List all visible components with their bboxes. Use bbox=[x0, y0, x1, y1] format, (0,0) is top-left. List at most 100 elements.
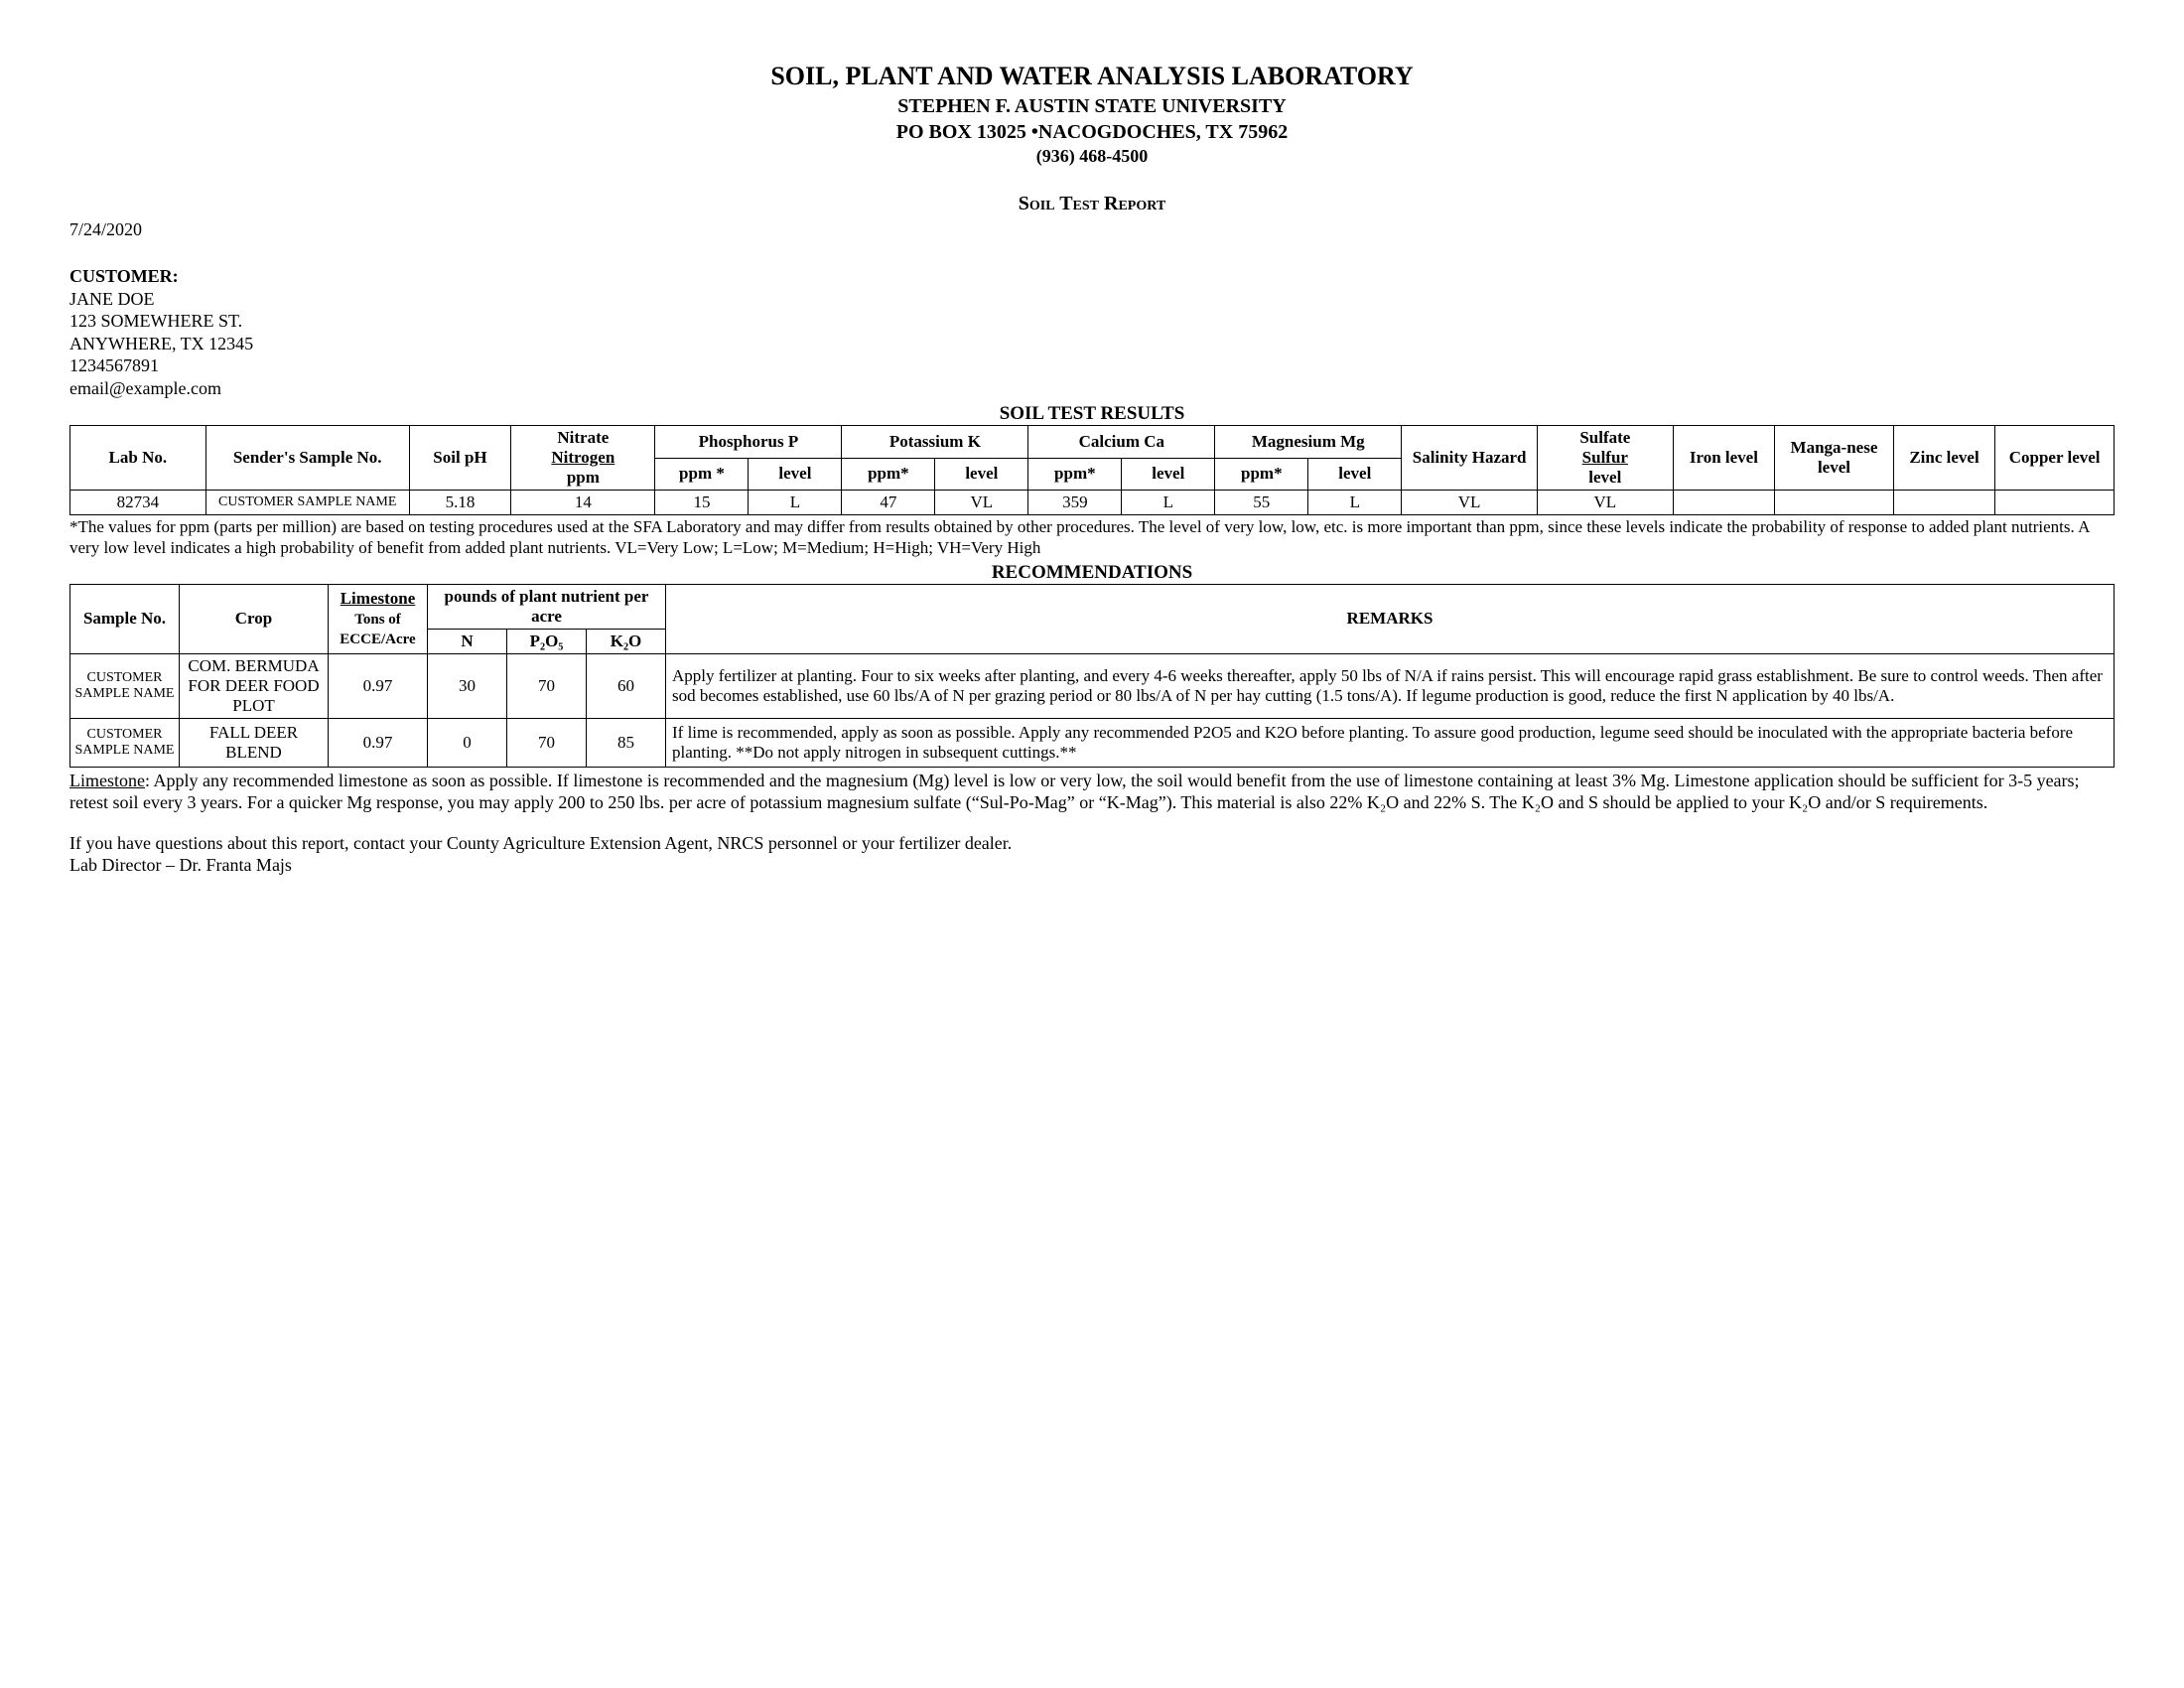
recommendations-table: Sample No. Crop Limestone Tons of ECCE/A… bbox=[69, 584, 2115, 768]
cell-soil-ph: 5.18 bbox=[409, 491, 511, 515]
col-p-ppm: ppm * bbox=[655, 458, 749, 491]
sulfate-label: Sulfate bbox=[1579, 428, 1630, 447]
results-table: Lab No. Sender's Sample No. Soil pH Nitr… bbox=[69, 425, 2115, 515]
report-date: 7/24/2020 bbox=[69, 219, 2115, 240]
cell-lab-no: 82734 bbox=[70, 491, 206, 515]
customer-city: ANYWHERE, TX 12345 bbox=[69, 333, 2115, 355]
cell-p-level: L bbox=[749, 491, 842, 515]
col-p2o5: P₂O₅ bbox=[507, 629, 587, 653]
col-p-level: level bbox=[749, 458, 842, 491]
col-copper: Copper level bbox=[1995, 426, 2115, 491]
col-salinity: Salinity Hazard bbox=[1402, 426, 1538, 491]
cell-n: 30 bbox=[428, 653, 507, 718]
customer-phone: 1234567891 bbox=[69, 354, 2115, 377]
table-row: Lab No. Sender's Sample No. Soil pH Nitr… bbox=[70, 426, 2115, 459]
report-title: Soil Test Report bbox=[69, 193, 2115, 215]
col-nitrate: Nitrate Nitrogen ppm bbox=[511, 426, 655, 491]
col-k-ppm: ppm* bbox=[842, 458, 935, 491]
table-row: CUSTOMER SAMPLE NAME FALL DEER BLEND 0.9… bbox=[70, 718, 2115, 767]
col-sample-no: Sample No. bbox=[70, 584, 180, 653]
col-manganese: Manga-nese level bbox=[1775, 426, 1894, 491]
contact-text: If you have questions about this report,… bbox=[69, 832, 2115, 855]
cell-k-level: VL bbox=[935, 491, 1028, 515]
col-ca-level: level bbox=[1122, 458, 1215, 491]
cell-p-ppm: 15 bbox=[655, 491, 749, 515]
cell-sender-no: CUSTOMER SAMPLE NAME bbox=[205, 491, 409, 515]
cell-k2o: 85 bbox=[587, 718, 666, 767]
cell-crop: FALL DEER BLEND bbox=[180, 718, 329, 767]
col-potassium: Potassium K bbox=[842, 426, 1028, 459]
lab-title: SOIL, PLANT AND WATER ANALYSIS LABORATOR… bbox=[69, 60, 2115, 93]
customer-label: CUSTOMER: bbox=[69, 265, 2115, 288]
col-calcium: Calcium Ca bbox=[1028, 426, 1215, 459]
nitrate-label: Nitrate bbox=[557, 428, 609, 447]
cell-zn bbox=[1893, 491, 1995, 515]
cell-ca-ppm: 359 bbox=[1028, 491, 1122, 515]
col-limestone: Limestone Tons of ECCE/Acre bbox=[329, 584, 428, 653]
cell-sample-no: CUSTOMER SAMPLE NAME bbox=[70, 718, 180, 767]
results-title: SOIL TEST RESULTS bbox=[69, 403, 2115, 425]
cell-mg-level: L bbox=[1308, 491, 1402, 515]
col-magnesium: Magnesium Mg bbox=[1215, 426, 1402, 459]
limestone-label: Limestone bbox=[69, 771, 145, 790]
customer-email: email@example.com bbox=[69, 377, 2115, 400]
limestone-label: Limestone bbox=[341, 589, 416, 608]
cell-k2o: 60 bbox=[587, 653, 666, 718]
results-footnote: *The values for ppm (parts per million) … bbox=[69, 517, 2115, 558]
cell-iron bbox=[1673, 491, 1775, 515]
cell-remarks: If lime is recommended, apply as soon as… bbox=[666, 718, 2115, 767]
level-label: level bbox=[1588, 468, 1621, 487]
col-lab-no: Lab No. bbox=[70, 426, 206, 491]
cell-mg-ppm: 55 bbox=[1215, 491, 1308, 515]
cell-remarks: Apply fertilizer at planting. Four to si… bbox=[666, 653, 2115, 718]
customer-street: 123 SOMEWHERE ST. bbox=[69, 310, 2115, 333]
col-mg-level: level bbox=[1308, 458, 1402, 491]
col-pounds: pounds of plant nutrient per acre bbox=[428, 584, 666, 629]
col-sulfate: Sulfate Sulfur level bbox=[1537, 426, 1673, 491]
col-ca-ppm: ppm* bbox=[1028, 458, 1122, 491]
table-row: CUSTOMER SAMPLE NAME COM. BERMUDA FOR DE… bbox=[70, 653, 2115, 718]
table-row: 82734 CUSTOMER SAMPLE NAME 5.18 14 15 L … bbox=[70, 491, 2115, 515]
limestone-note: Limestone: Apply any recommended limesto… bbox=[69, 770, 2115, 814]
limestone-sub: Tons of ECCE/Acre bbox=[340, 612, 415, 647]
phone: (936) 468-4500 bbox=[69, 145, 2115, 168]
cell-limestone: 0.97 bbox=[329, 718, 428, 767]
director: Lab Director – Dr. Franta Majs bbox=[69, 854, 2115, 877]
cell-sulfur: VL bbox=[1537, 491, 1673, 515]
cell-n: 0 bbox=[428, 718, 507, 767]
col-zinc: Zinc level bbox=[1893, 426, 1995, 491]
address: PO BOX 13025 •NACOGDOCHES, TX 75962 bbox=[69, 119, 2115, 145]
nitrogen-label: Nitrogen bbox=[551, 448, 614, 467]
contact-note: If you have questions about this report,… bbox=[69, 832, 2115, 877]
cell-p2o5: 70 bbox=[507, 718, 587, 767]
col-k2o: K₂O bbox=[587, 629, 666, 653]
limestone-text: : Apply any recommended limestone as soo… bbox=[69, 771, 2080, 813]
cell-crop: COM. BERMUDA FOR DEER FOOD PLOT bbox=[180, 653, 329, 718]
customer-block: CUSTOMER: JANE DOE 123 SOMEWHERE ST. ANY… bbox=[69, 265, 2115, 399]
col-iron: Iron level bbox=[1673, 426, 1775, 491]
col-phosphorus: Phosphorus P bbox=[655, 426, 842, 459]
cell-cu bbox=[1995, 491, 2115, 515]
cell-sample-no: CUSTOMER SAMPLE NAME bbox=[70, 653, 180, 718]
cell-k-ppm: 47 bbox=[842, 491, 935, 515]
col-k-level: level bbox=[935, 458, 1028, 491]
university: STEPHEN F. AUSTIN STATE UNIVERSITY bbox=[69, 93, 2115, 119]
cell-ca-level: L bbox=[1122, 491, 1215, 515]
cell-salinity: VL bbox=[1402, 491, 1538, 515]
table-row: Sample No. Crop Limestone Tons of ECCE/A… bbox=[70, 584, 2115, 629]
report-header: SOIL, PLANT AND WATER ANALYSIS LABORATOR… bbox=[69, 60, 2115, 168]
col-crop: Crop bbox=[180, 584, 329, 653]
sulfur-label: Sulfur bbox=[1582, 448, 1628, 467]
recs-title: RECOMMENDATIONS bbox=[69, 562, 2115, 584]
cell-nitrate: 14 bbox=[511, 491, 655, 515]
customer-name: JANE DOE bbox=[69, 288, 2115, 311]
ppm-label: ppm bbox=[567, 468, 600, 487]
col-sender-no: Sender's Sample No. bbox=[205, 426, 409, 491]
cell-limestone: 0.97 bbox=[329, 653, 428, 718]
cell-p2o5: 70 bbox=[507, 653, 587, 718]
col-mg-ppm: ppm* bbox=[1215, 458, 1308, 491]
cell-mn bbox=[1775, 491, 1894, 515]
col-soil-ph: Soil pH bbox=[409, 426, 511, 491]
col-remarks: REMARKS bbox=[666, 584, 2115, 653]
col-n: N bbox=[428, 629, 507, 653]
